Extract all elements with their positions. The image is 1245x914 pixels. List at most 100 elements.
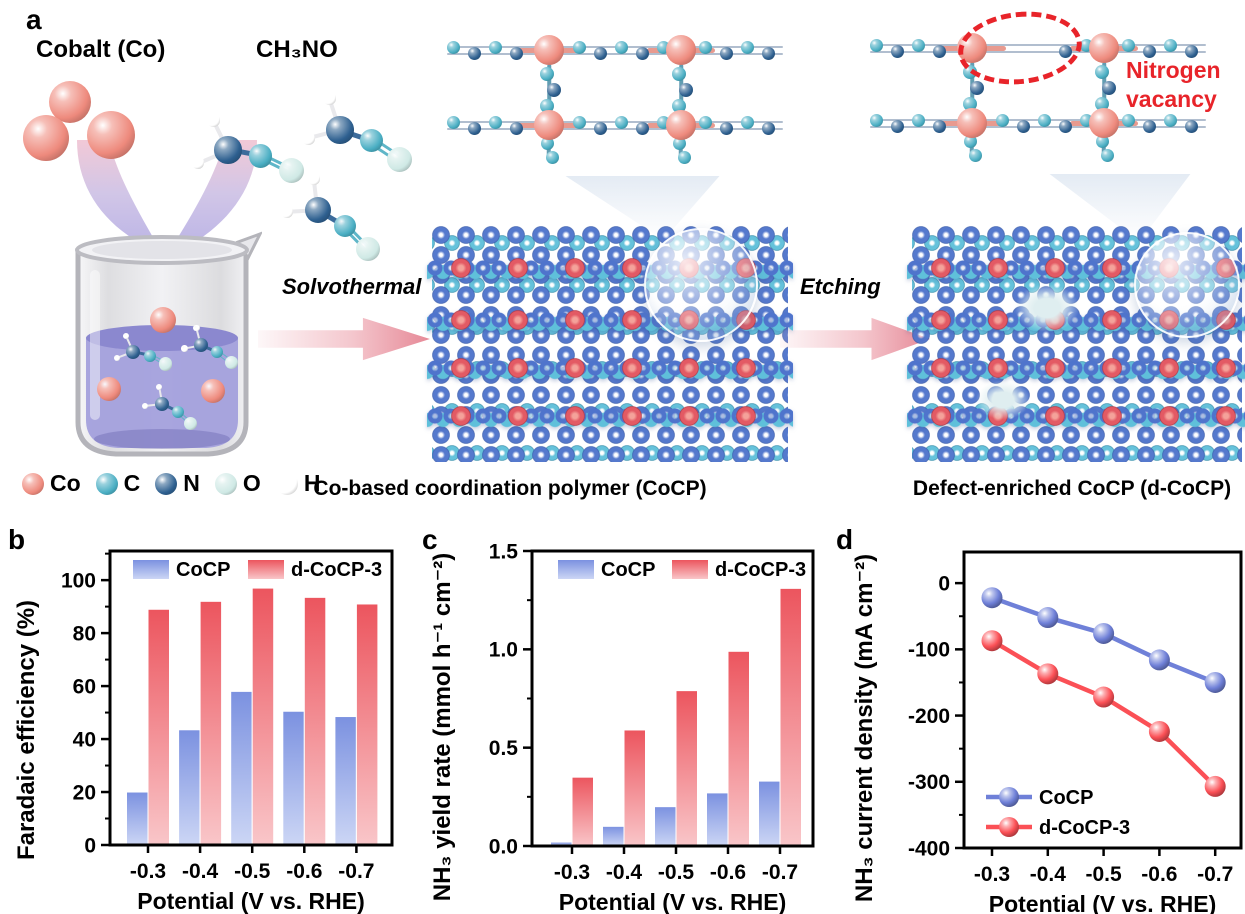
atom-symbol: O (242, 470, 261, 496)
n-atom (1142, 44, 1156, 58)
legend-label: CoCP (176, 559, 230, 581)
bar-d-CoCP-3 (623, 729, 646, 847)
c-atom (488, 40, 502, 54)
n-atom (932, 44, 946, 58)
n-atom (326, 116, 354, 144)
x-tick-label: -0.5 (658, 861, 695, 884)
y-axis-label: Faradaic efficiency (%) (13, 600, 40, 860)
x-tick-label: -0.4 (182, 860, 219, 883)
marker-CoCP (981, 587, 1003, 609)
x-tick-label: -0.7 (338, 860, 374, 883)
bar-d-CoCP-3 (199, 600, 223, 846)
y-tick-label: -400 (908, 837, 950, 860)
caption-cocp: Co-based coordination polymer (CoCP) (313, 477, 707, 500)
magnifier-lens-icon (644, 228, 758, 342)
n-atom (719, 121, 733, 135)
c-atom (614, 115, 628, 129)
y-tick-label: -300 (908, 771, 950, 794)
y-tick-label: 60 (73, 675, 96, 698)
c-atom (740, 40, 754, 54)
y-tick-label: 0.0 (489, 835, 518, 858)
bar-d-CoCP-3 (303, 596, 327, 846)
bond (327, 97, 342, 131)
marker-d-CoCP-3 (1037, 663, 1059, 685)
x-tick-label: -0.4 (606, 861, 643, 884)
bar-CoCP (758, 780, 781, 847)
legend-label: d-CoCP-3 (715, 559, 806, 581)
c-atom (1163, 113, 1177, 127)
bond (372, 137, 403, 159)
n-atom (1016, 119, 1030, 133)
ch3no-label: CH₃NO (256, 36, 338, 63)
bar-CoCP (654, 806, 677, 847)
crystal-layer (427, 356, 793, 381)
c-atom (698, 40, 712, 54)
panel-b-faradaic-efficiency: b 0 20 40 60 80 100 -0.3 -0.4 -0.5 -0.6 -0.7 Potent… (0, 520, 420, 914)
legend-label: CoCP (601, 559, 655, 581)
solvothermal-arrow-icon (258, 317, 430, 361)
bond (870, 50, 1206, 54)
y-tick-label: 40 (73, 728, 96, 751)
x-tick-label: -0.7 (762, 861, 798, 884)
y-tick-label: 1.5 (489, 540, 519, 563)
bond (870, 43, 1206, 47)
n-atom (509, 46, 523, 60)
panel-a-schematic: a Cobalt (Co) CH₃NO (22, 4, 1245, 500)
nh3-yield-rate-chart: 0.0 0.5 1.0 1.5 -0.3 -0.4 -0.5 -0.6 -0.7 Potentia… (429, 540, 815, 914)
bar-d-CoCP-3 (675, 690, 698, 847)
y-tick-label: 0.5 (489, 737, 519, 760)
co-atom (1089, 33, 1119, 63)
n-atom (1102, 81, 1116, 95)
c-atom (572, 115, 586, 129)
x-tick-label: -0.3 (974, 863, 1010, 886)
bar-CoCP (706, 792, 729, 847)
n-atom (679, 83, 693, 97)
c-atom (698, 115, 712, 129)
panel-label-a: a (26, 4, 42, 35)
legend-label: d-CoCP-3 (1039, 817, 1130, 839)
marker-CoCP (1093, 622, 1115, 644)
n-atom (890, 44, 904, 58)
bond (346, 223, 371, 249)
panel-label-d: d (836, 524, 854, 555)
o-atom (278, 158, 304, 184)
faradaic-efficiency-chart: 0 20 40 60 80 100 -0.3 -0.4 -0.5 -0.6 -0.7 Potentia… (13, 549, 394, 914)
bond (261, 152, 294, 170)
h-atom (206, 113, 220, 127)
c-atom (1121, 38, 1135, 52)
x-tick-label: -0.3 (554, 861, 590, 884)
bar-d-CoCP-3 (251, 587, 275, 846)
atom-symbol: N (183, 470, 200, 496)
h-atom (323, 92, 336, 105)
dcocp-crystal (907, 226, 1245, 462)
legend-swatch (672, 560, 708, 579)
h-atom (302, 132, 315, 145)
bond (342, 226, 367, 252)
h-atom (280, 205, 293, 218)
solvothermal-label: Solvothermal (282, 274, 422, 299)
c-atom (911, 113, 925, 127)
panel-d-nh3-current-density: d 0 -100 -200 -300 -400 -0.3 -0.4 -0.5 -0.6 -0.7 P… (820, 520, 1245, 914)
crystal-layer (907, 404, 1245, 429)
atom-legend-item: H (275, 470, 320, 497)
n-atom (509, 121, 523, 135)
bar-CoCP (282, 710, 305, 846)
n-atom (305, 197, 331, 223)
x-tick-label: -0.5 (1086, 863, 1123, 886)
n-atom (932, 119, 946, 133)
bar-d-CoCP-3 (355, 603, 379, 846)
n-atom (890, 119, 904, 133)
panel-c-nh3-yield-rate: c 0.0 0.5 1.0 1.5 -0.3 -0.4 -0.5 -0.6 -0.7 Potent… (420, 520, 820, 914)
atom-legend-item: N (155, 470, 200, 497)
bar-d-CoCP-3 (147, 608, 170, 846)
marker-d-CoCP-3 (981, 630, 1003, 652)
bond (308, 128, 341, 141)
c-atom (677, 150, 691, 164)
panel-label-c: c (422, 524, 438, 555)
n-atom (467, 46, 481, 60)
line-d-CoCP-3 (989, 638, 1218, 789)
x-axis-label: Potential (V vs. RHE) (989, 891, 1216, 914)
y-tick-label: -200 (908, 705, 950, 728)
c-atom (672, 99, 686, 113)
